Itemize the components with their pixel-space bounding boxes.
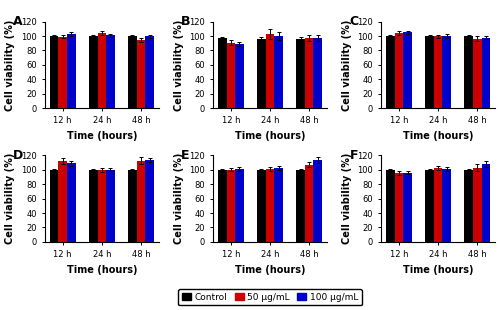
Bar	[235, 44, 244, 108]
Bar	[257, 39, 266, 108]
Text: D: D	[13, 148, 24, 162]
X-axis label: Time (hours): Time (hours)	[403, 265, 473, 275]
Bar	[226, 42, 235, 108]
Bar	[482, 38, 490, 108]
Text: B: B	[182, 15, 191, 28]
Text: F: F	[350, 148, 358, 162]
Bar	[67, 163, 76, 242]
Bar	[106, 35, 114, 108]
Bar	[266, 169, 274, 242]
Bar	[434, 168, 442, 242]
Bar	[266, 34, 274, 108]
Bar	[314, 38, 322, 108]
Legend: Control, 50 μg/mL, 100 μg/mL: Control, 50 μg/mL, 100 μg/mL	[178, 289, 362, 305]
Bar	[426, 36, 434, 108]
Y-axis label: Cell viability (%): Cell viability (%)	[174, 153, 184, 244]
Bar	[314, 160, 322, 242]
Bar	[394, 173, 404, 242]
Bar	[50, 36, 58, 108]
Bar	[464, 170, 473, 242]
Bar	[473, 39, 482, 108]
Bar	[296, 170, 305, 242]
Bar	[218, 170, 226, 242]
Bar	[305, 165, 314, 242]
Bar	[305, 38, 314, 108]
Bar	[136, 161, 145, 242]
Bar	[98, 170, 106, 242]
Bar	[274, 36, 283, 108]
Bar	[146, 160, 154, 242]
X-axis label: Time (hours): Time (hours)	[66, 131, 137, 141]
Bar	[386, 170, 394, 242]
Bar	[274, 168, 283, 242]
Bar	[98, 33, 106, 108]
Bar	[128, 36, 136, 108]
Bar	[89, 36, 98, 108]
Bar	[442, 36, 451, 108]
Bar	[404, 173, 412, 242]
X-axis label: Time (hours): Time (hours)	[66, 265, 137, 275]
Y-axis label: Cell viability (%): Cell viability (%)	[6, 19, 16, 111]
Y-axis label: Cell viability (%): Cell viability (%)	[174, 19, 184, 111]
Bar	[426, 170, 434, 242]
Bar	[226, 170, 235, 242]
Bar	[394, 33, 404, 108]
Bar	[146, 36, 154, 108]
Y-axis label: Cell viability (%): Cell viability (%)	[342, 19, 351, 111]
Bar	[50, 170, 58, 242]
Bar	[67, 34, 76, 108]
Bar	[58, 161, 67, 242]
Bar	[106, 170, 114, 242]
Bar	[473, 168, 482, 242]
X-axis label: Time (hours): Time (hours)	[403, 131, 473, 141]
X-axis label: Time (hours): Time (hours)	[235, 265, 305, 275]
Bar	[404, 33, 412, 108]
Bar	[128, 170, 136, 242]
Bar	[296, 39, 305, 108]
Text: C: C	[350, 15, 358, 28]
Bar	[482, 164, 490, 242]
Y-axis label: Cell viability (%): Cell viability (%)	[6, 153, 16, 244]
Y-axis label: Cell viability (%): Cell viability (%)	[342, 153, 351, 244]
Bar	[464, 36, 473, 108]
Bar	[89, 170, 98, 242]
Bar	[442, 169, 451, 242]
Bar	[386, 36, 394, 108]
Bar	[434, 36, 442, 108]
X-axis label: Time (hours): Time (hours)	[235, 131, 305, 141]
Bar	[235, 169, 244, 242]
Bar	[257, 170, 266, 242]
Bar	[136, 40, 145, 108]
Bar	[58, 37, 67, 108]
Text: A: A	[13, 15, 23, 28]
Text: E: E	[182, 148, 190, 162]
Bar	[218, 38, 226, 108]
